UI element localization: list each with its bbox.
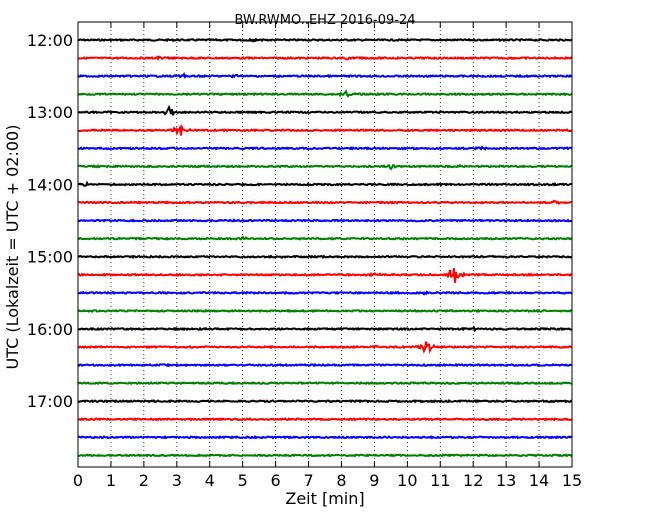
x-tick-label-15: 15 [562, 471, 582, 490]
trace-1200 [77, 37, 573, 43]
trace-1445 [77, 236, 573, 241]
y-tick-label-3: 15:00 [27, 248, 73, 267]
x-tick-label-2: 2 [139, 471, 149, 490]
y-tick-label-1: 13:00 [27, 103, 73, 122]
x-tick-label-6: 6 [271, 471, 281, 490]
x-tick-label-13: 13 [496, 471, 516, 490]
x-tick-label-4: 4 [205, 471, 215, 490]
trace-layer [77, 37, 573, 458]
x-tick-label-0: 0 [73, 471, 83, 490]
y-tick-label-0: 12:00 [27, 31, 73, 50]
trace-1630 [77, 362, 573, 368]
x-tick-label-8: 8 [336, 471, 346, 490]
trace-1245 [77, 89, 573, 99]
trace-1600 [77, 326, 573, 333]
tick-layer [77, 22, 573, 467]
trace-1215 [77, 55, 573, 61]
trace-1745 [77, 453, 573, 458]
x-tick-label-5: 5 [238, 471, 248, 490]
x-axis-label: Zeit [min] [285, 489, 364, 508]
trace-1615 [77, 341, 573, 354]
x-tick-label-7: 7 [303, 471, 313, 490]
y-axis-label: UTC (Lokalzeit = UTC + 02:00) [3, 125, 22, 370]
trace-1315 [77, 124, 573, 137]
plot-frame [77, 21, 573, 468]
trace-1330 [77, 145, 573, 151]
trace-1230 [77, 71, 573, 80]
trace-1415 [77, 199, 573, 205]
x-tick-label-10: 10 [397, 471, 417, 490]
trace-1515 [77, 268, 573, 283]
x-tick-label-3: 3 [172, 471, 182, 490]
trace-1715 [77, 417, 573, 422]
chart-title: BW.RWMO..EHZ 2016-09-24 [234, 13, 415, 28]
trace-1500 [77, 254, 573, 260]
trace-1700 [77, 398, 573, 404]
trace-1345 [77, 163, 573, 171]
x-tick-label-14: 14 [529, 471, 549, 490]
y-tick-label-4: 16:00 [27, 320, 73, 339]
trace-1400 [77, 180, 573, 187]
trace-1300 [77, 104, 573, 116]
y-tick-label-2: 14:00 [27, 175, 73, 194]
trace-1730 [77, 435, 573, 440]
tick-labels: 0 1 2 3 4 5 6 7 8 9 10 11 12 13 14 1512:0013:0014:0015:… [27, 31, 582, 490]
x-tick-label-9: 9 [369, 471, 379, 490]
x-tick-label-11: 11 [430, 471, 450, 490]
trace-1645 [77, 380, 573, 386]
x-tick-label-1: 1 [106, 471, 116, 490]
trace-1530 [77, 290, 573, 296]
x-tick-label-12: 12 [463, 471, 483, 490]
y-tick-label-5: 17:00 [27, 392, 73, 411]
trace-1430 [77, 218, 573, 223]
trace-1545 [77, 308, 573, 314]
